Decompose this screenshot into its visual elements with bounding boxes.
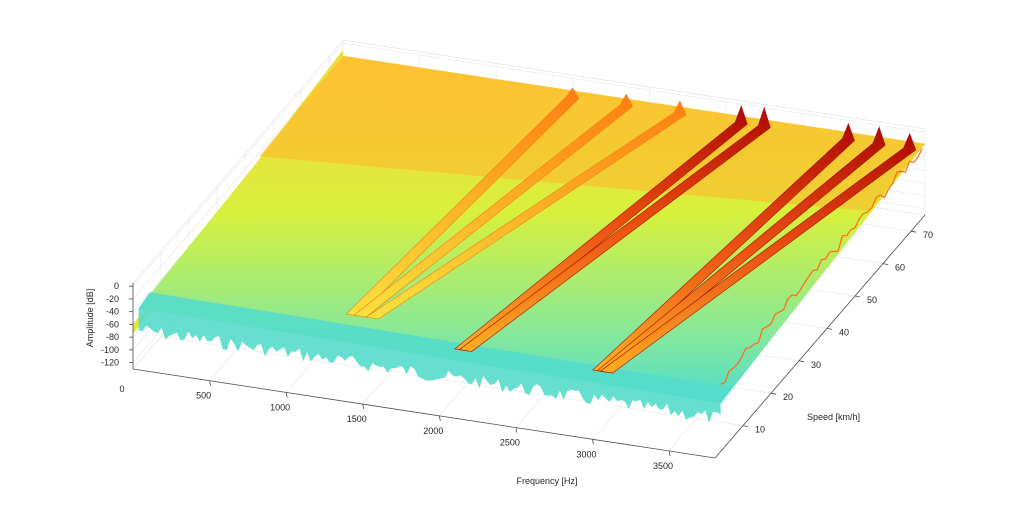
y-tick-mark	[854, 295, 861, 298]
ridge-group	[345, 87, 917, 374]
z-tick-label: -20	[106, 294, 119, 304]
x-axis-title: Frequency [Hz]	[516, 476, 577, 486]
ticks: 500 1000 1500 2000 2500 3000 3500 10 20 30 40 50 60 7…	[101, 230, 933, 471]
y-tick-mark	[770, 392, 777, 395]
z-gridline-wall	[342, 42, 926, 133]
z-tick-label: -100	[101, 345, 119, 355]
x-tick-label: 3000	[576, 449, 596, 459]
x-tick-mark	[515, 427, 518, 433]
x-tick-mark	[209, 380, 211, 386]
z-tick-label: 0	[114, 281, 119, 291]
ridge-5	[458, 106, 771, 352]
ridge-3	[365, 100, 687, 320]
y-tick-mark	[910, 230, 917, 233]
x-tick-label: 500	[196, 391, 211, 401]
x-tick-label: 2000	[423, 426, 443, 436]
y-tick-label: 30	[811, 360, 821, 370]
x-tick-mark	[438, 415, 441, 421]
origin-tick-label: 0	[119, 384, 124, 394]
x-tick-mark	[285, 392, 288, 398]
z-tick-label: -60	[106, 319, 119, 329]
y-tick-label: 10	[755, 425, 765, 435]
ridge-2	[353, 93, 633, 318]
y-tick-label: 20	[783, 392, 793, 402]
y-tick-label: 70	[923, 230, 933, 240]
x-tick-label: 2500	[500, 438, 520, 448]
y-tick-label: 60	[895, 263, 905, 273]
y-axis-title: Speed [km/h]	[807, 412, 860, 422]
z-axis-title: Amplitude [dB]	[85, 289, 95, 348]
y-axis-line	[714, 214, 926, 459]
y-tick-mark	[742, 425, 749, 427]
x-axis-line	[132, 368, 716, 459]
ridge-8	[599, 132, 917, 374]
z-gridline	[132, 42, 344, 287]
axes	[132, 214, 926, 459]
surface-right-edge	[720, 148, 923, 385]
x-tick-mark	[592, 439, 594, 445]
z-tick-label: -120	[101, 358, 119, 368]
x-tick-mark	[668, 450, 671, 457]
y-tick-label: 40	[839, 327, 849, 337]
y-gridline	[160, 336, 744, 426]
z-tick-label: -80	[106, 332, 119, 342]
y-tick-mark	[882, 263, 889, 265]
x-tick-label: 1000	[270, 402, 290, 412]
y-tick-label: 50	[867, 295, 877, 305]
y-tick-mark	[826, 328, 833, 330]
surface-front-fringe	[138, 292, 732, 423]
z-tick-label: -40	[106, 307, 119, 317]
surface	[133, 49, 926, 423]
x-tick-label: 1500	[347, 414, 367, 424]
x-tick-mark	[362, 404, 365, 410]
x-tick-label: 3500	[653, 461, 673, 471]
y-tick-mark	[798, 360, 805, 363]
